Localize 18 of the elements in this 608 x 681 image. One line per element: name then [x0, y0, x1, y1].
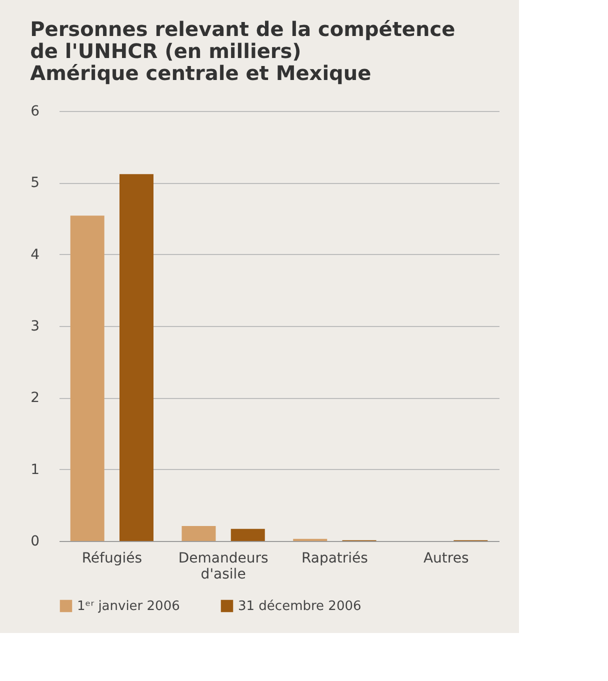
chart-title: Personnes relevant de la compétence de l'UNHCR (en milliers) Amérique centrale et Mexique	[30, 17, 456, 85]
y-tick-label: 2	[30, 390, 40, 406]
legend-label: 1ᵉʳ janvier 2006	[77, 599, 180, 614]
y-tick-label: 1	[30, 462, 40, 478]
legend-label: 31 décembre 2006	[238, 599, 362, 614]
y-tick-label: 5	[30, 175, 40, 192]
x-tick-label: Autres	[423, 550, 469, 566]
bar	[230, 528, 265, 541]
y-tick-label: 6	[30, 104, 40, 120]
bar	[119, 174, 154, 541]
x-tick-label: Réfugiés	[82, 550, 142, 566]
bar	[182, 526, 216, 541]
x-tick-label: Rapatriés	[301, 550, 368, 566]
y-tick-label: 0	[30, 534, 40, 550]
y-tick-label: 3	[30, 318, 40, 334]
x-tick-label: Demandeurs d'asile	[178, 550, 268, 582]
y-tick-label: 4	[30, 246, 40, 263]
bar	[70, 216, 104, 541]
